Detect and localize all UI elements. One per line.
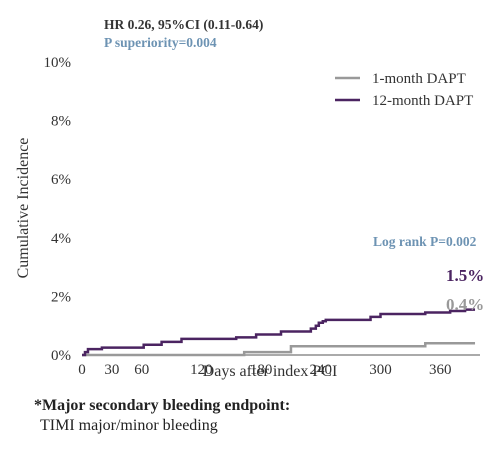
y-tick-label: 2% [51,289,71,305]
footnote-subtitle: TIMI major/minor bleeding [40,417,218,434]
x-tick-label: 360 [429,362,452,378]
end-label-12-month-dapt: 1.5% [446,266,484,285]
x-axis-ticks: 0 30 60 120 180 240 300 360 [78,362,451,378]
hr-annotation: HR 0.26, 95%CI (0.11-0.64) [104,17,263,32]
legend-label-12-month-dapt: 12-month DAPT [372,93,473,109]
y-tick-label: 8% [51,114,71,130]
footnote-title: *Major secondary bleeding endpoint: [34,397,291,414]
legend-label-1-month-dapt: 1-month DAPT [372,71,466,87]
legend: 1-month DAPT 12-month DAPT [335,71,473,109]
y-tick-label: 4% [51,231,71,247]
x-tick-label: 0 [78,362,86,378]
y-tick-label: 6% [51,172,71,188]
y-axis-label: Cumulative Incidence [15,138,32,279]
series-line-12-month-dapt [82,308,476,357]
end-label-1-month-dapt: 0.4% [446,295,484,314]
y-tick-label: 0% [51,348,71,364]
x-tick-label: 30 [104,362,119,378]
x-tick-label: 180 [250,362,273,378]
p-superiority-annotation: P superiority=0.004 [104,35,217,50]
x-tick-label: 300 [369,362,392,378]
x-tick-label: 60 [134,362,149,378]
y-tick-label: 10% [44,55,72,71]
log-rank-annotation: Log rank P=0.002 [373,234,477,249]
km-chart: HR 0.26, 95%CI (0.11-0.64) P superiority… [15,17,484,380]
x-axis-label: Days after index PCI [203,363,338,380]
series-line-1-month-dapt [82,342,476,357]
x-tick-label: 240 [310,362,333,378]
x-tick-label: 120 [190,362,213,378]
y-axis-ticks: 0% 2% 4% 6% 8% 10% [44,55,72,364]
